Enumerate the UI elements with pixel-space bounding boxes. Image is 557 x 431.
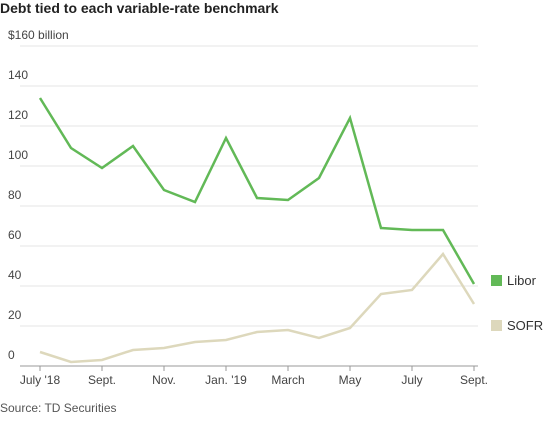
legend-label: SOFR [507,318,543,333]
source: Source: TD Securities [0,401,117,415]
y-tick-label: 60 [8,228,22,242]
x-tick-label: May [339,373,362,387]
x-tick-label: July [401,373,422,387]
x-tick-label: Sept. [88,373,116,387]
y-tick-label: 20 [8,308,22,322]
y-tick-label: 120 [8,108,28,122]
y-tick-label: $160 billion [8,28,69,42]
y-tick-label: 40 [8,268,22,282]
x-tick-label: July '18 [20,373,61,387]
y-tick-label: 140 [8,68,28,82]
chart-title: Debt tied to each variable-rate benchmar… [0,0,279,16]
line-series [39,251,476,364]
legend-swatch [491,320,502,331]
line-series [38,97,476,285]
legend-label: Libor [507,273,537,288]
y-tick-label: 100 [8,148,28,162]
x-tick-label: Jan. '19 [205,373,247,387]
x-tick-label: Sept. [460,373,488,387]
x-tick-label: March [271,373,304,387]
y-tick-label: 80 [8,188,22,202]
y-tick-label: 0 [8,348,15,362]
x-tick-label: Nov. [152,373,176,387]
legend-swatch [491,275,502,286]
